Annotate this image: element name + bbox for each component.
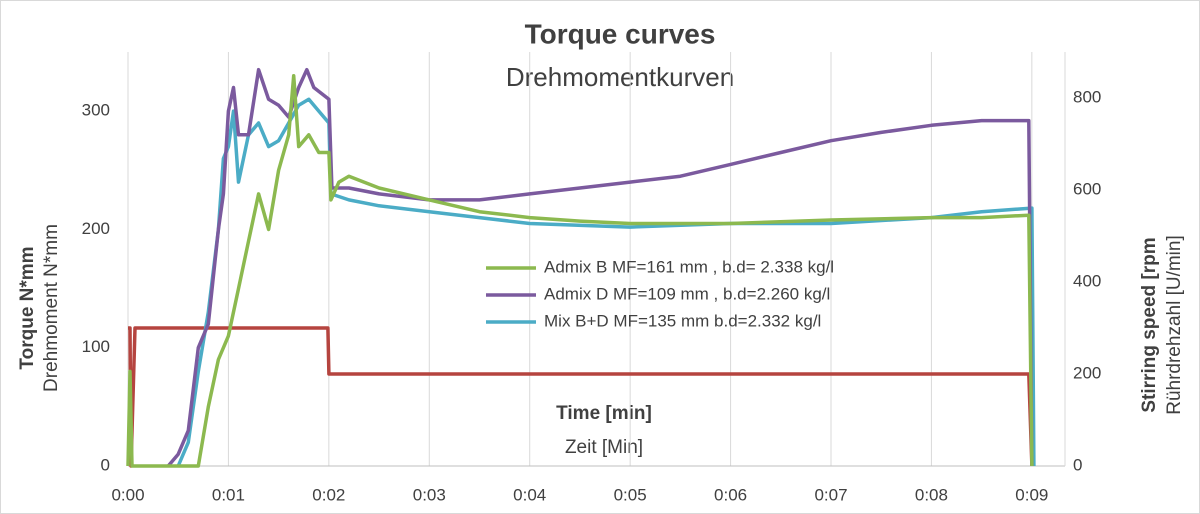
y2-tick-label: 600 [1073,179,1101,198]
x-tick-label: 0:08 [915,485,948,504]
y2-axis-title: Stirring speed [rpm [1139,237,1160,412]
x-tick-label: 0:07 [814,485,847,504]
series-line [126,73,1034,468]
x-axis-title: Time [min] [556,403,652,424]
chart-title: Torque curves [525,18,716,49]
x-tick-label: 0:09 [1015,485,1048,504]
y2-tick-label: 200 [1073,363,1101,382]
y-tick-label: 200 [82,219,110,238]
series-line [166,67,1034,468]
chart-subtitle: Drehmomentkurven [506,62,734,92]
y2-tick-label: 0 [1073,455,1082,474]
y-axis-subtitle: Drehmoment N*mm [41,224,62,392]
y-tick-label: 0 [101,455,110,474]
x-tick-label: 0:01 [212,485,245,504]
legend-label: Mix B+D MF=135 mm b.d=2.332 kg/l [544,311,821,330]
y2-tick-label: 800 [1073,87,1101,106]
x-tick-label: 0:02 [312,485,345,504]
x-tick-label: 0:03 [413,485,446,504]
legend-label: Admix D MF=109 mm , b.d=2.260 kg/l [544,284,830,303]
y-tick-label: 100 [82,337,110,356]
legend-label: Admix B MF=161 mm , b.d= 2.338 kg/l [544,257,834,276]
x-tick-label: 0:06 [714,485,747,504]
y-tick-label: 300 [82,101,110,120]
x-axis-subtitle: Zeit [Min] [565,437,643,458]
x-tick-label: 0:05 [614,485,647,504]
x-tick-label: 0:04 [513,485,546,504]
y2-axis-subtitle: Rührdrehzahl [U/min] [1164,235,1185,415]
y-axis-title: Torque N*mm [17,246,38,369]
x-tick-label: 0:00 [111,485,144,504]
y2-tick-label: 400 [1073,271,1101,290]
